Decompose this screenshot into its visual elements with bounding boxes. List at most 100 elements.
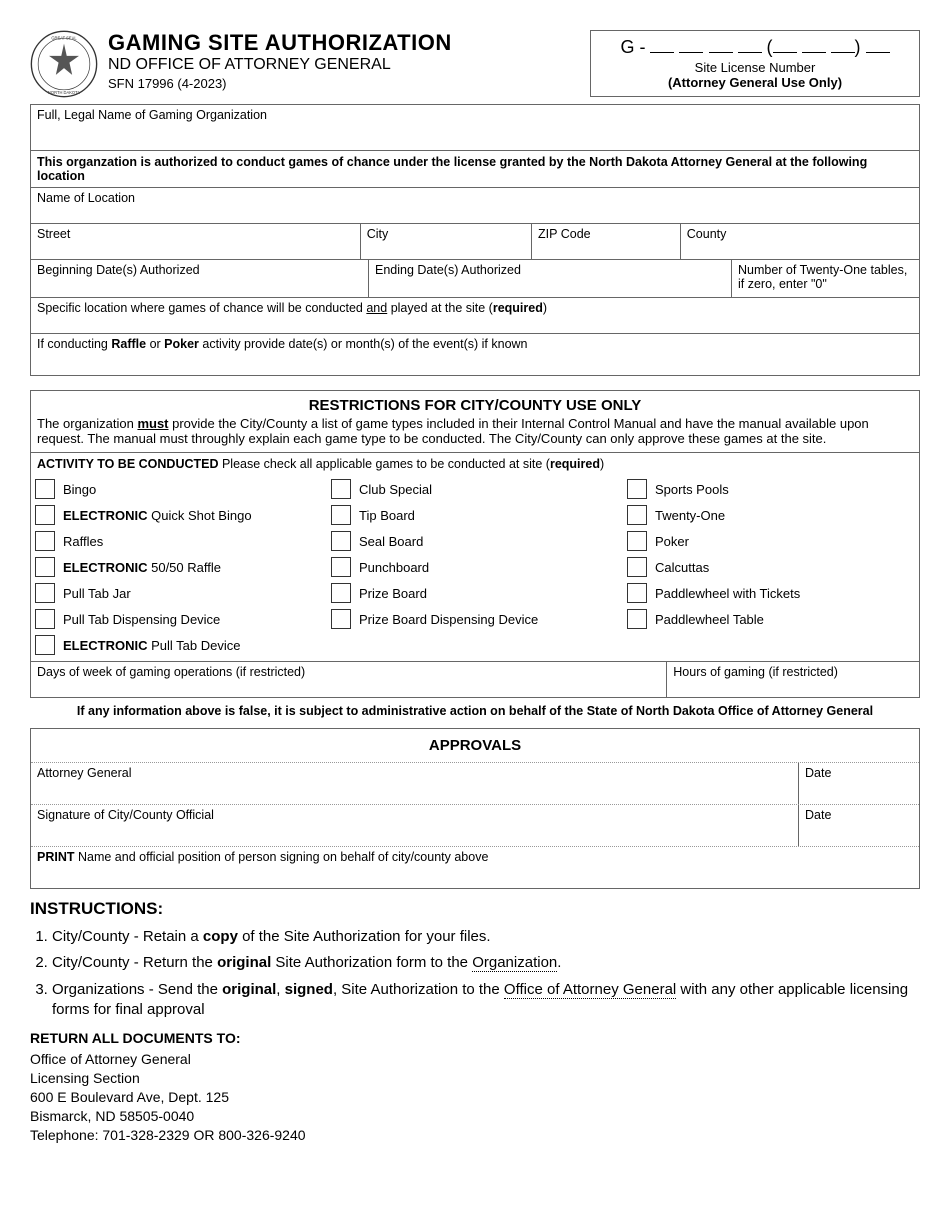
ag-date-field[interactable]: Date [799,763,919,804]
official-signature-field[interactable]: Signature of City/County Official [31,805,799,846]
games-checkboxes: Bingo ELECTRONIC Quick Shot Bingo Raffles E… [31,475,919,661]
games-col-3: Sports Pools Twenty-One Poker Calcuttas Padd… [627,479,915,655]
checkbox[interactable] [627,505,647,525]
svg-text:NORTH DAKOTA: NORTH DAKOTA [48,90,80,95]
begin-date-field[interactable]: Beginning Date(s) Authorized [30,260,368,298]
city-field[interactable]: City [360,224,531,260]
license-number-box: G - ( ) Site License Number (Attorney Ge… [590,30,920,97]
license-blank[interactable] [650,35,674,53]
checkbox[interactable] [331,609,351,629]
official-signature-row: Signature of City/County Official Date [31,804,919,846]
svg-text:GREAT SEAL: GREAT SEAL [51,36,77,41]
addr-line: Telephone: 701-328-2329 OR 800-326-9240 [30,1126,920,1145]
game-checkbox-row: Pull Tab Dispensing Device [35,609,323,629]
game-checkbox-row: Sports Pools [627,479,915,499]
zip-field[interactable]: ZIP Code [531,224,680,260]
license-blank[interactable] [831,35,855,53]
game-checkbox-row: Seal Board [331,531,619,551]
license-prefix-row: G - ( ) [599,35,911,58]
license-blank[interactable] [866,35,890,53]
checkbox[interactable] [35,635,55,655]
game-checkbox-row: Prize Board Dispensing Device [331,609,619,629]
checkbox[interactable] [627,479,647,499]
hours-restricted-field[interactable]: Hours of gaming (if restricted) [666,661,919,697]
license-blank[interactable] [802,35,826,53]
twentyone-field[interactable]: Number of Twenty-One tables, if zero, en… [731,260,920,298]
game-checkbox-row: Prize Board [331,583,619,603]
game-label: Sports Pools [655,482,729,497]
return-address: Office of Attorney General Licensing Sec… [30,1050,920,1144]
location-name-field[interactable]: Name of Location [30,188,920,224]
restricted-row: Days of week of gaming operations (if re… [31,661,919,697]
checkbox[interactable] [331,479,351,499]
print-name-field[interactable]: PRINT Name and official position of pers… [31,846,919,888]
ag-signature-field[interactable]: Attorney General [31,763,799,804]
checkbox[interactable] [331,557,351,577]
game-checkbox-row: Twenty-One [627,505,915,525]
specific-location-field[interactable]: Specific location where games of chance … [30,298,920,334]
addr-line: Bismarck, ND 58505-0040 [30,1107,920,1126]
game-label: Prize Board Dispensing Device [359,612,538,627]
restrictions-section: RESTRICTIONS FOR CITY/COUNTY USE ONLY Th… [30,390,920,698]
checkbox[interactable] [627,531,647,551]
game-label: ELECTRONIC 50/50 Raffle [63,560,221,575]
header-left: GREAT SEAL NORTH DAKOTA GAMING SITE AUTH… [30,30,452,98]
checkbox[interactable] [35,479,55,499]
game-label: Punchboard [359,560,429,575]
raffle-poker-field[interactable]: If conducting Raffle or Poker activity p… [30,334,920,376]
state-seal-icon: GREAT SEAL NORTH DAKOTA [30,30,98,98]
checkbox[interactable] [627,583,647,603]
street-field[interactable]: Street [30,224,360,260]
county-field[interactable]: County [680,224,920,260]
official-date-field[interactable]: Date [799,805,919,846]
games-col-1: Bingo ELECTRONIC Quick Shot Bingo Raffles E… [35,479,323,655]
game-checkbox-row: Poker [627,531,915,551]
return-title: RETURN ALL DOCUMENTS TO: [30,1030,920,1046]
game-checkbox-row: Raffles [35,531,323,551]
end-date-field[interactable]: Ending Date(s) Authorized [368,260,731,298]
game-checkbox-row: ELECTRONIC 50/50 Raffle [35,557,323,577]
auth-banner: This organzation is authorized to conduc… [30,151,920,188]
addr-line: Office of Attorney General [30,1050,920,1069]
days-restricted-field[interactable]: Days of week of gaming operations (if re… [31,661,666,697]
license-blank[interactable] [679,35,703,53]
instruction-item: City/County - Retain a copy of the Site … [52,927,920,947]
form-title: GAMING SITE AUTHORIZATION [108,30,452,56]
game-label: Prize Board [359,586,427,601]
license-caption: Site License Number [599,60,911,75]
ag-signature-row: Attorney General Date [31,762,919,804]
checkbox[interactable] [35,583,55,603]
approvals-section: APPROVALS Attorney General Date Signatur… [30,728,920,889]
game-label: Raffles [63,534,103,549]
license-caption-bold: (Attorney General Use Only) [599,75,911,90]
license-blank[interactable] [773,35,797,53]
false-info-note: If any information above is false, it is… [30,698,920,724]
checkbox[interactable] [35,505,55,525]
checkbox[interactable] [35,609,55,629]
checkbox[interactable] [331,583,351,603]
checkbox[interactable] [627,609,647,629]
checkbox[interactable] [35,531,55,551]
license-blank[interactable] [709,35,733,53]
form-subtitle: ND OFFICE OF ATTORNEY GENERAL [108,56,452,74]
game-label: Club Special [359,482,432,497]
checkbox[interactable] [331,531,351,551]
game-label: Calcuttas [655,560,709,575]
license-blank[interactable] [738,35,762,53]
game-label: Paddlewheel Table [655,612,764,627]
game-label: Twenty-One [655,508,725,523]
checkbox[interactable] [331,505,351,525]
checkbox[interactable] [627,557,647,577]
game-label: Seal Board [359,534,423,549]
game-checkbox-row: Tip Board [331,505,619,525]
game-checkbox-row: Bingo [35,479,323,499]
checkbox[interactable] [35,557,55,577]
form-number: SFN 17996 (4-2023) [108,76,452,91]
game-checkbox-row: Punchboard [331,557,619,577]
game-label: ELECTRONIC Quick Shot Bingo [63,508,252,523]
org-name-field[interactable]: Full, Legal Name of Gaming Organization [30,104,920,151]
game-label: Poker [655,534,689,549]
instructions-title: INSTRUCTIONS: [30,899,920,919]
address-row: Street City ZIP Code County [30,224,920,260]
game-checkbox-row: Paddlewheel Table [627,609,915,629]
